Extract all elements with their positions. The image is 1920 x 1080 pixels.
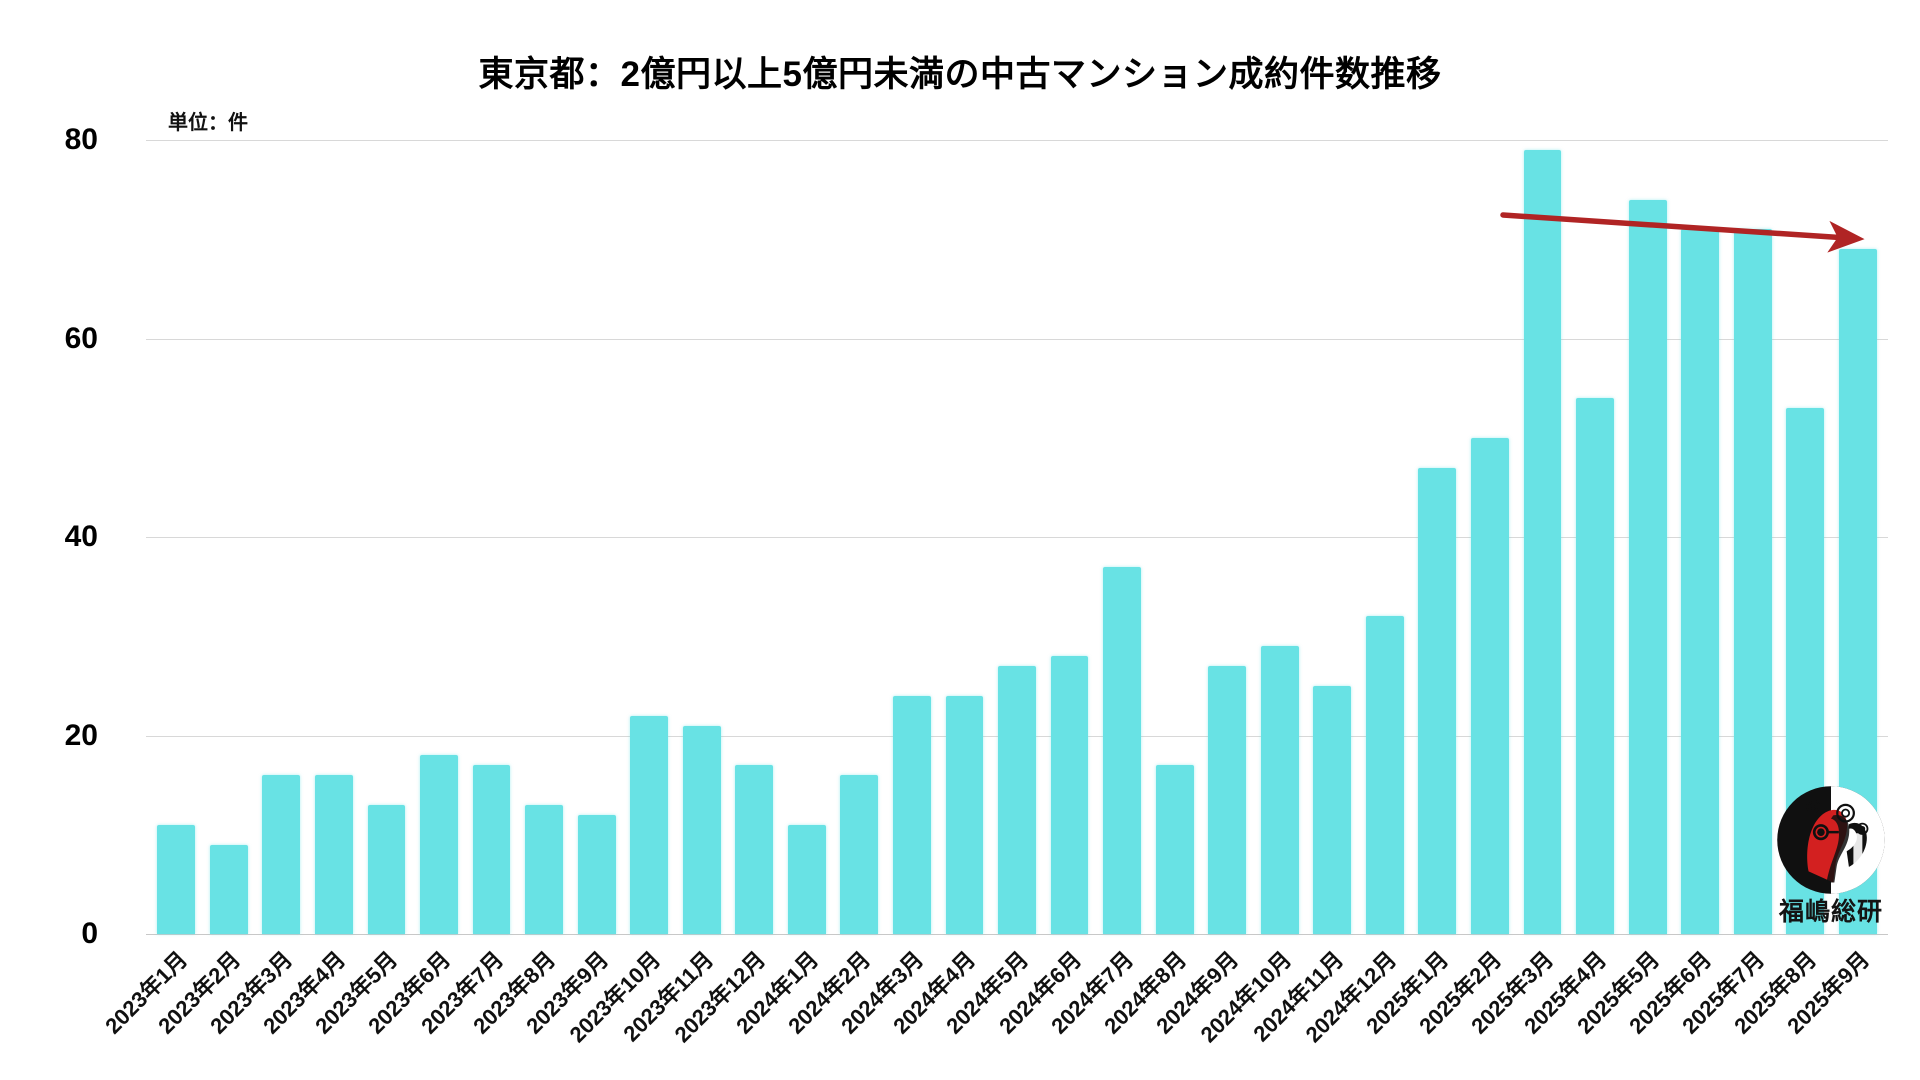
bar-slot — [675, 140, 728, 934]
y-tick-label: 60 — [64, 321, 98, 355]
bar[interactable] — [1786, 407, 1825, 934]
bar[interactable] — [787, 824, 826, 934]
bar-slot — [1043, 140, 1096, 934]
bar[interactable] — [577, 814, 616, 934]
bar[interactable] — [1155, 765, 1194, 934]
bar[interactable] — [998, 666, 1036, 934]
bar-slot — [413, 140, 466, 934]
y-tick-label: 80 — [64, 123, 98, 156]
bar[interactable] — [315, 775, 353, 934]
bar[interactable] — [1050, 656, 1089, 934]
bar-slot — [150, 140, 203, 934]
bar-slot — [1621, 140, 1674, 934]
gridline-0 — [146, 934, 1888, 935]
bar-slot — [728, 140, 781, 934]
bar-series — [146, 140, 1888, 934]
bar-slot — [1411, 140, 1464, 934]
bar[interactable] — [682, 725, 721, 934]
bar-slot — [1359, 140, 1412, 934]
bar-slot — [938, 140, 991, 934]
bar[interactable] — [262, 775, 301, 934]
bar-slot — [360, 140, 413, 934]
bar-slot — [1306, 140, 1359, 934]
bar[interactable] — [1208, 666, 1247, 934]
bar[interactable] — [1260, 646, 1299, 934]
bar-slot — [1201, 140, 1254, 934]
bar-slot — [570, 140, 623, 934]
bar-slot — [518, 140, 571, 934]
bar[interactable] — [1103, 566, 1142, 934]
y-tick-label: 40 — [64, 520, 98, 553]
y-tick-label: 20 — [64, 718, 98, 752]
chart-title: 東京都：2億円以上5億円未満の中古マンション成約件数推移 — [478, 55, 1442, 94]
gridline-40 — [146, 537, 1888, 538]
bar[interactable] — [735, 765, 774, 934]
y-tick-label: 0 — [81, 917, 98, 950]
bar-slot — [1779, 140, 1832, 934]
bar[interactable] — [472, 765, 511, 934]
bar-slot — [886, 140, 939, 934]
plot-area: 80 60 40 20 0 — [65, 123, 1888, 950]
bar[interactable] — [1313, 685, 1352, 934]
bar[interactable] — [1733, 229, 1772, 934]
gridline-80 — [146, 140, 1888, 141]
bar-slot — [1464, 140, 1517, 934]
bar[interactable] — [1523, 149, 1562, 934]
bar-slot — [623, 140, 676, 934]
bar-slot — [1726, 140, 1779, 934]
bar[interactable] — [1628, 199, 1667, 934]
bar-slot — [1832, 140, 1885, 934]
bar-slot — [203, 140, 256, 934]
bar[interactable] — [1576, 398, 1614, 934]
bar[interactable] — [893, 695, 931, 934]
bar-slot — [1253, 140, 1306, 934]
bar[interactable] — [1365, 616, 1404, 934]
bar[interactable] — [209, 844, 248, 934]
bar-slot — [1096, 140, 1149, 934]
x-axis-labels: 2023年1月 2023年2月 2023年3月 2023年4月 2023年5月 2023年… — [100, 936, 1888, 1076]
bar-slot — [1569, 140, 1622, 934]
x-label-slot: 2025年9月 — [1782, 936, 1885, 1076]
bar-slot — [255, 140, 308, 934]
gridline-60 — [146, 338, 1888, 340]
bar-slot — [1516, 140, 1569, 934]
bar[interactable] — [1681, 229, 1720, 934]
bar[interactable] — [630, 715, 669, 934]
bar[interactable] — [525, 804, 564, 934]
bar[interactable] — [1471, 437, 1509, 934]
bar[interactable] — [840, 775, 879, 934]
bar-slot — [1148, 140, 1201, 934]
bar-slot — [991, 140, 1044, 934]
bar-slot — [781, 140, 834, 934]
bar[interactable] — [367, 804, 406, 934]
bar[interactable] — [1418, 467, 1457, 934]
bar[interactable] — [945, 695, 984, 934]
bar[interactable] — [420, 755, 458, 934]
bar-slot — [833, 140, 886, 934]
bar-slot — [1674, 140, 1727, 934]
bar[interactable] — [1838, 249, 1877, 934]
bar[interactable] — [157, 824, 196, 934]
bar-slot — [465, 140, 518, 934]
bar-slot — [308, 140, 361, 934]
unit-label: 単位：件 — [168, 112, 248, 134]
